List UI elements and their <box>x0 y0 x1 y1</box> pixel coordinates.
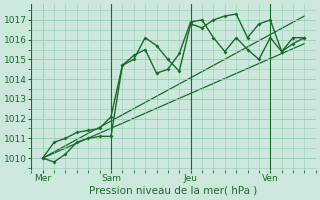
X-axis label: Pression niveau de la mer( hPa ): Pression niveau de la mer( hPa ) <box>90 186 258 196</box>
